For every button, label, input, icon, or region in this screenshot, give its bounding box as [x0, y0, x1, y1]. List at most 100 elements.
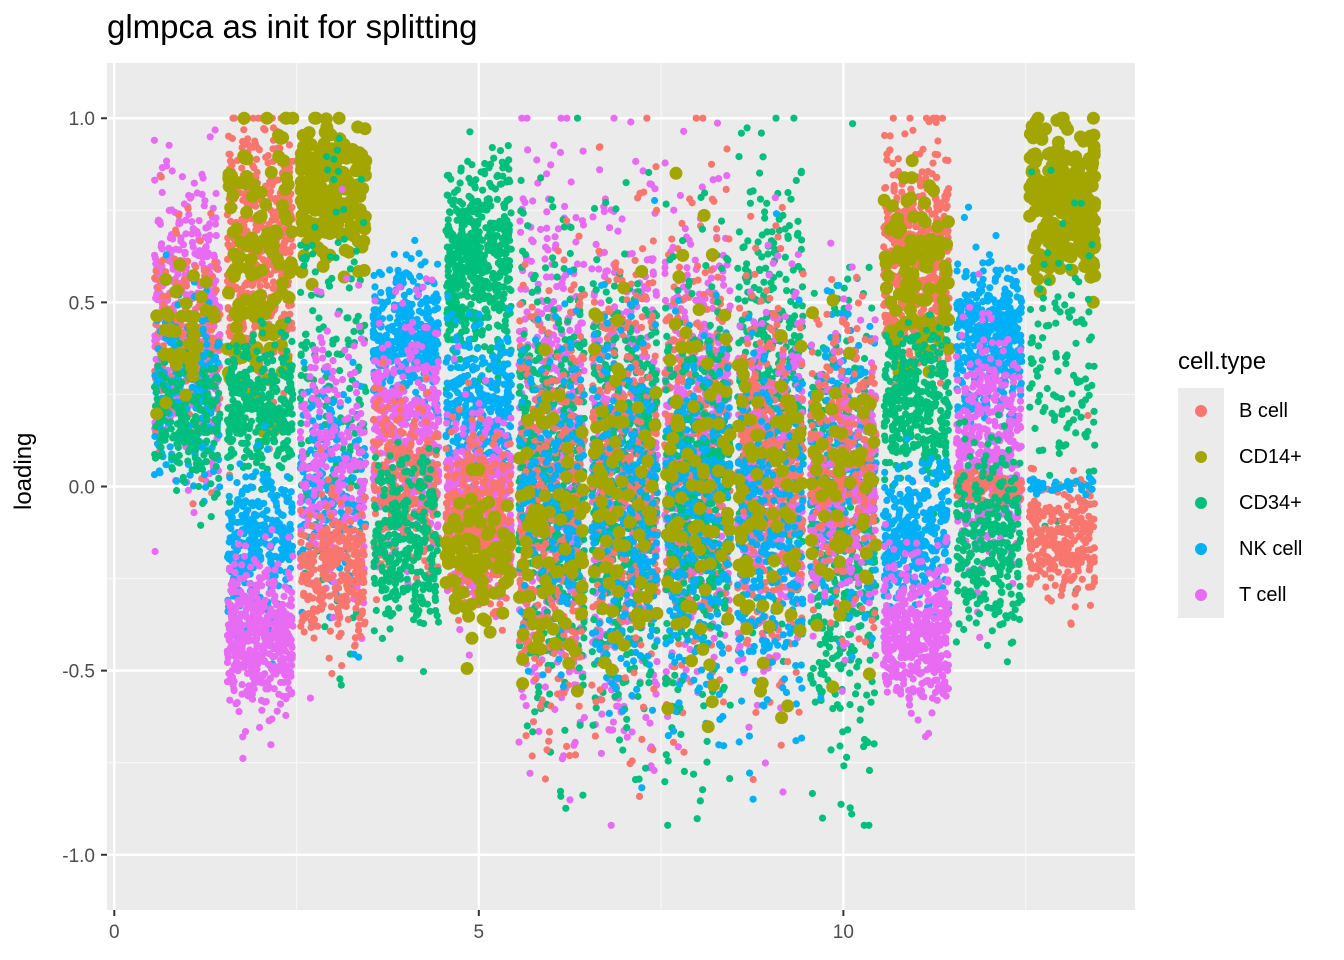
- data-point: [352, 547, 360, 555]
- data-point: [264, 566, 272, 574]
- data-point: [333, 146, 341, 154]
- data-point: [323, 153, 331, 161]
- data-point: [355, 621, 363, 629]
- data-point: [264, 445, 272, 453]
- data-point: [348, 408, 356, 416]
- data-point: [239, 196, 247, 204]
- data-point: [328, 520, 336, 528]
- data-point: [227, 264, 241, 278]
- data-point: [281, 583, 289, 591]
- data-point: [401, 324, 409, 332]
- data-point: [371, 297, 379, 305]
- data-point: [347, 518, 355, 526]
- data-point: [212, 286, 220, 294]
- data-point: [280, 239, 289, 247]
- data-point: [370, 329, 378, 337]
- data-point: [332, 556, 340, 565]
- data-point: [225, 492, 233, 500]
- data-point: [271, 438, 279, 446]
- data-point: [433, 402, 441, 410]
- data-point: [225, 150, 233, 158]
- data-point: [203, 340, 211, 349]
- data-point: [251, 296, 265, 310]
- data-point: [369, 312, 377, 320]
- data-point: [434, 260, 442, 268]
- data-point: [281, 670, 289, 679]
- data-point: [376, 439, 384, 447]
- data-point: [317, 512, 325, 521]
- data-point: [179, 241, 188, 249]
- data-point: [383, 430, 391, 438]
- data-point: [166, 443, 174, 451]
- data-point: [264, 407, 272, 415]
- data-point: [300, 591, 308, 600]
- data-point: [411, 236, 419, 244]
- data-point: [313, 287, 321, 295]
- data-point: [254, 186, 268, 199]
- data-point: [324, 350, 333, 358]
- data-point: [288, 362, 296, 370]
- data-point: [187, 310, 201, 324]
- data-point: [316, 504, 324, 512]
- data-point: [386, 314, 394, 322]
- data-point: [237, 600, 245, 609]
- data-point: [275, 462, 283, 470]
- data-point: [284, 447, 293, 455]
- data-point: [270, 227, 284, 241]
- data-point: [226, 696, 234, 704]
- data-point: [325, 430, 333, 438]
- data-point: [212, 264, 221, 272]
- data-point: [384, 441, 392, 450]
- data-point: [340, 235, 348, 243]
- data-point: [271, 341, 279, 349]
- data-point: [358, 122, 372, 136]
- data-point: [328, 548, 336, 556]
- scatter-plot: 0 5 101.00.50.0-0.5-1.0: [62, 63, 1135, 943]
- data-point: [182, 216, 190, 224]
- data-point: [352, 442, 360, 451]
- data-point: [269, 357, 277, 365]
- data-point: [375, 268, 383, 276]
- data-point: [386, 266, 394, 274]
- data-point: [349, 164, 363, 178]
- data-point: [244, 652, 253, 660]
- data-point: [352, 604, 360, 613]
- data-point: [371, 283, 379, 291]
- data-point: [152, 267, 160, 275]
- data-point: [247, 483, 255, 491]
- data-point: [253, 584, 261, 592]
- data-point: [344, 396, 352, 404]
- data-point: [213, 429, 221, 437]
- data-point: [281, 410, 289, 418]
- data-point: [328, 450, 336, 458]
- data-point: [162, 431, 170, 440]
- data-point: [246, 563, 255, 571]
- data-point: [268, 526, 276, 534]
- data-point: [239, 733, 247, 741]
- data-point: [195, 482, 203, 491]
- data-point: [151, 371, 159, 380]
- data-point: [398, 475, 406, 483]
- data-point: [315, 314, 323, 322]
- data-point: [419, 283, 427, 291]
- data-point: [223, 647, 231, 655]
- data-point: [270, 645, 278, 653]
- data-point: [361, 493, 369, 501]
- data-point: [240, 453, 248, 462]
- data-point: [285, 401, 293, 409]
- data-point: [350, 342, 358, 350]
- data-point: [298, 144, 312, 157]
- data-point: [225, 132, 233, 140]
- data-point: [190, 508, 198, 517]
- data-point: [224, 550, 233, 558]
- data-point: [372, 485, 380, 494]
- data-point: [169, 285, 183, 299]
- data-point: [360, 339, 368, 347]
- data-point: [201, 398, 209, 406]
- data-point: [333, 527, 341, 536]
- data-point: [382, 331, 390, 339]
- data-point: [416, 272, 424, 280]
- data-point: [173, 440, 181, 448]
- data-point: [350, 327, 358, 335]
- data-point: [261, 354, 269, 362]
